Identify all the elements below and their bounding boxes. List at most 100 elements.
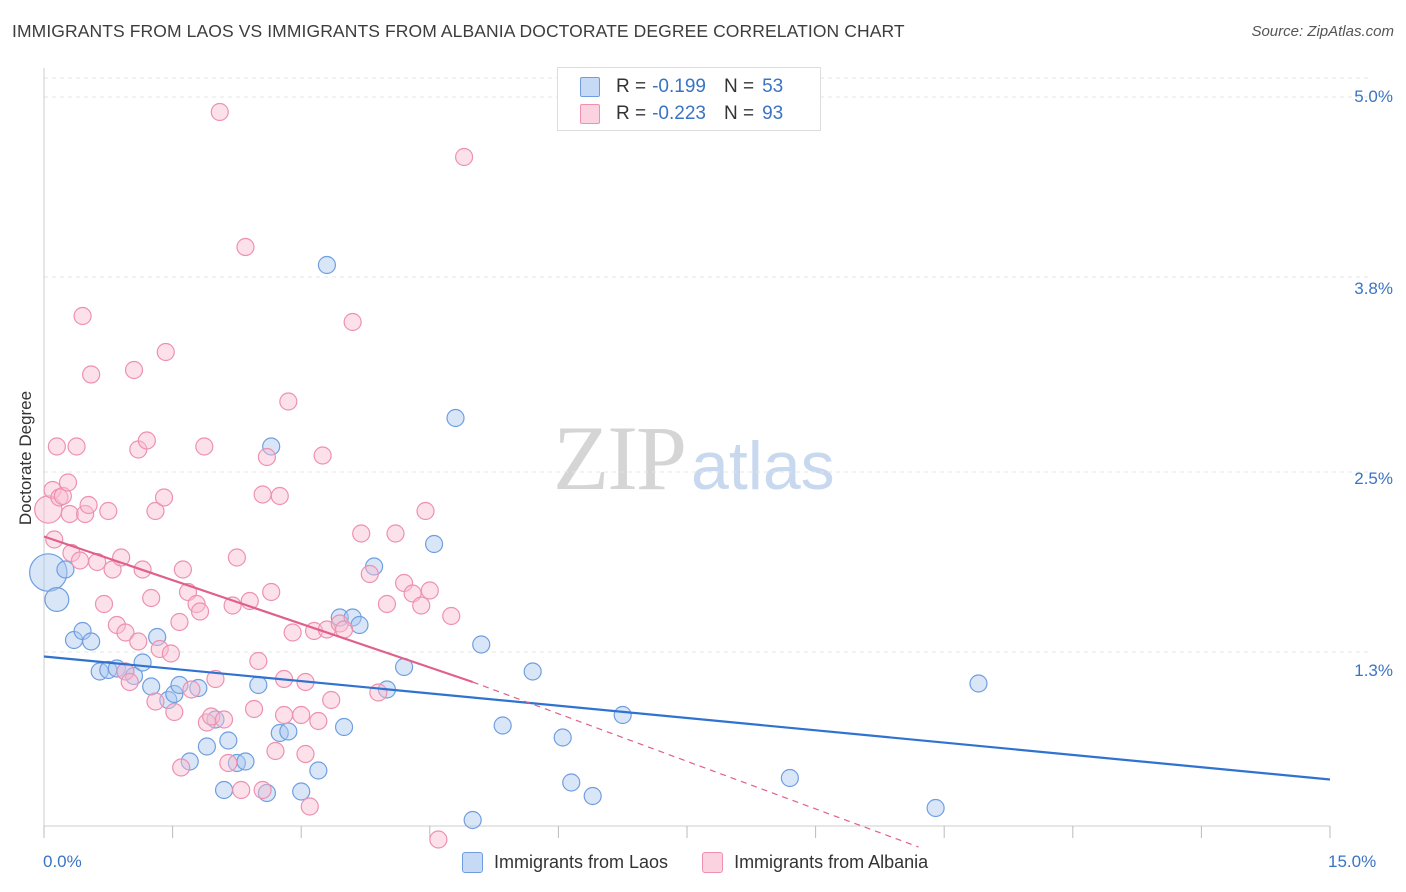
laos-point-31 [309,761,328,780]
albania-point-82 [429,830,448,849]
legend-r-value: -0.199 [652,76,706,97]
albania-point-88 [129,632,148,651]
legend-r-label: R = [616,76,647,97]
legend-n-label: N = [723,103,755,124]
albania-point-57 [270,486,289,506]
laos-point-46 [553,728,572,747]
laos-point-2 [56,560,75,579]
albania-point-22 [120,672,139,692]
albania-point-58 [274,705,294,725]
albania-point-92 [146,692,165,711]
watermark: ZIPatlas [553,405,835,511]
albania-point-32 [165,702,184,722]
series-legend: Immigrants from Laos Immigrants from Alb… [462,852,962,873]
albania-point-86 [154,488,174,507]
laos-point-27 [262,437,281,456]
albania-point-49 [236,237,255,257]
albania-point-10 [70,551,90,570]
laos-point-21 [214,780,234,800]
legend-swatch-laos [580,77,600,97]
laos-point-47 [562,773,581,792]
albania-point-79 [412,596,431,615]
albania-point-9 [67,437,86,456]
albania-point-83 [442,606,461,626]
albania-point-63 [300,797,319,816]
watermark-atlas: atlas [691,428,835,504]
laos-point-16 [170,675,189,695]
laos-point-19 [197,737,216,756]
y-tick-label-3-8: 3.8% [1354,279,1393,298]
series-label-laos: Immigrants from Laos [494,852,669,872]
laos-point-24 [236,752,255,771]
laos-point-43 [472,635,491,654]
albania-point-17 [99,501,118,521]
albania-point-42 [206,669,225,689]
albania-point-75 [377,594,397,614]
laos-point-36 [350,615,369,635]
albania-trend-line [43,535,474,684]
chart-title: IMMIGRANTS FROM LAOS VS IMMIGRANTS FROM … [12,21,905,41]
albania-point-34 [172,758,191,777]
albania-point-65 [309,711,328,731]
series-swatch-laos [462,852,483,873]
x-tick-label-max: 15.0% [1328,852,1377,871]
laos-point-49 [613,705,632,725]
albania-point-23 [124,360,144,380]
legend-r-value: -0.223 [652,103,706,124]
x-tick-label-min: 0.0% [43,852,82,871]
albania-point-51 [244,699,264,719]
albania-point-66 [313,446,332,465]
legend-n-label: N = [723,76,755,97]
albania-point-28 [146,501,165,521]
albania-point-1 [43,480,62,500]
laos-point-50 [780,768,799,788]
albania-point-47 [227,548,246,567]
laos-point-1 [44,586,70,612]
albania-point-52 [249,651,268,671]
albania-point-59 [279,392,298,411]
laos-point-42 [463,810,482,830]
albania-trend-extension [472,681,919,848]
albania-point-81 [420,581,439,600]
laos-point-22 [219,731,238,750]
y-tick-label-2-5: 2.5% [1354,469,1393,488]
albania-point-90 [296,744,315,764]
legend-n-value: 53 [762,76,784,97]
albania-point-7 [60,504,79,524]
albania-point-37 [182,680,201,699]
laos-point-29 [279,722,298,741]
albania-point-73 [360,564,379,584]
albania-point-31 [161,644,180,663]
albania-point-26 [137,431,156,450]
correlation-legend: R = -0.199 N = 53 R = -0.223 N = 93 [557,67,821,131]
albania-point-89 [253,780,272,800]
chart-source: Source: ZipAtlas.com [1251,23,1394,40]
series-legend-albania: Immigrants from Albania [702,852,928,873]
albania-point-45 [219,753,238,773]
laos-point-41 [446,408,465,428]
series-label-albania: Immigrants from Albania [734,852,929,872]
albania-point-44 [214,710,234,729]
laos-point-45 [523,662,542,681]
albania-point-76 [386,524,405,543]
albania-point-55 [262,582,281,602]
y-tick-label-5-0: 5.0% [1354,87,1393,106]
albania-point-80 [416,501,435,521]
albania-point-74 [369,683,388,702]
y-tick-label-1-3: 1.3% [1354,661,1393,680]
laos-point-51 [926,798,945,818]
albania-point-85 [195,437,214,456]
y-axis-label: Doctorate Degree [16,390,35,526]
albania-point-61 [292,705,311,725]
albania-point-13 [79,495,98,515]
albania-point-6 [58,473,78,492]
legend-n-value: 93 [762,103,784,124]
albania-point-84 [454,147,474,167]
albania-point-35 [173,560,192,579]
laos-point-18 [189,678,208,698]
albania-point-53 [253,485,272,504]
albania-point-72 [352,524,371,543]
laos-trend-line [43,655,1331,781]
legend-r-label: R = [616,103,647,124]
